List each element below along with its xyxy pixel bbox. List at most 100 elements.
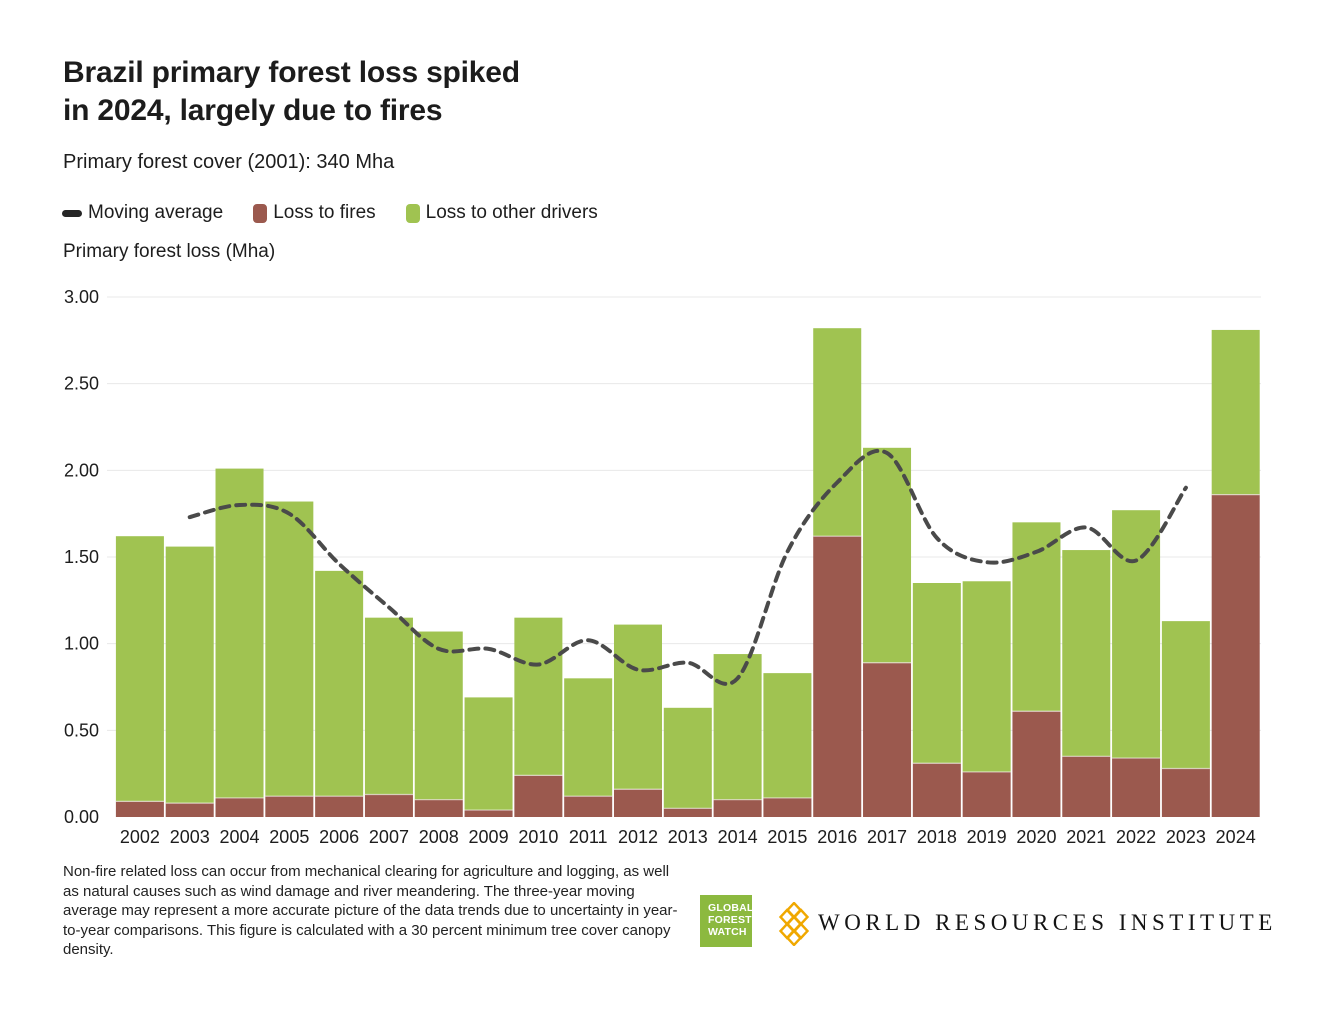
gfw-logo-line-3: WATCH bbox=[708, 926, 747, 938]
x-tick-label-2022: 2022 bbox=[1116, 827, 1156, 847]
bar-fires-2016 bbox=[813, 536, 862, 817]
bar-other-drivers-2007 bbox=[364, 617, 413, 795]
bar-fires-2017 bbox=[863, 662, 912, 817]
bar-other-drivers-2016 bbox=[813, 328, 862, 537]
x-tick-label-2024: 2024 bbox=[1216, 827, 1256, 847]
fires-color-swatch bbox=[253, 203, 268, 223]
bar-fires-2023 bbox=[1161, 768, 1210, 817]
x-tick-label-2011: 2011 bbox=[569, 827, 608, 847]
bar-other-drivers-2024 bbox=[1211, 329, 1260, 495]
bar-other-drivers-2022 bbox=[1112, 510, 1161, 759]
bar-other-drivers-2012 bbox=[613, 624, 662, 790]
bar-other-drivers-2021 bbox=[1062, 550, 1111, 757]
bar-fires-2003 bbox=[165, 803, 214, 817]
bar-fires-2013 bbox=[663, 808, 712, 817]
bar-other-drivers-2004 bbox=[215, 468, 264, 798]
wri-diamond-3 bbox=[778, 908, 796, 926]
wri-diamond-4 bbox=[778, 922, 796, 940]
page-title-line-1: Brazil primary forest loss spiked bbox=[63, 56, 520, 89]
footnote: Non-fire related loss can occur from mec… bbox=[63, 863, 678, 958]
bar-fires-2010 bbox=[514, 775, 563, 817]
bar-fires-2015 bbox=[763, 797, 812, 817]
bar-fires-2024 bbox=[1211, 494, 1260, 817]
x-tick-label-2015: 2015 bbox=[767, 827, 807, 847]
bar-other-drivers-2002 bbox=[115, 536, 164, 802]
legend-label-loss-to-other-drivers: Loss to other drivers bbox=[425, 202, 598, 223]
wri-logo-wordmark: WORLD RESOURCES INSTITUTE bbox=[818, 910, 1277, 935]
bar-other-drivers-2011 bbox=[564, 678, 613, 797]
x-tick-label-2013: 2013 bbox=[668, 827, 708, 847]
bar-other-drivers-2013 bbox=[663, 707, 712, 809]
bar-fires-2011 bbox=[564, 796, 613, 817]
bar-fires-2020 bbox=[1012, 711, 1061, 817]
bar-other-drivers-2015 bbox=[763, 673, 812, 798]
wri-diamond-5 bbox=[792, 908, 810, 926]
page-title: Brazil primary forest loss spiked in 202… bbox=[63, 54, 520, 130]
bar-fires-2019 bbox=[962, 771, 1011, 817]
x-tick-label-2008: 2008 bbox=[419, 827, 459, 847]
x-tick-label-2019: 2019 bbox=[967, 827, 1007, 847]
global-forest-watch-logo: GLOBAL FOREST WATCH bbox=[700, 895, 754, 947]
bar-fires-2021 bbox=[1062, 756, 1111, 817]
x-tick-label-2009: 2009 bbox=[469, 827, 509, 847]
chart-canvas: 0.00 0.50 1.00 1.50 2.00 2.50 3.00 2002 2003 2004… bbox=[64, 287, 1261, 847]
bar-other-drivers-2017 bbox=[863, 447, 912, 663]
gfw-logo-line-2: FOREST bbox=[708, 914, 752, 926]
bar-other-drivers-2003 bbox=[165, 546, 214, 804]
x-tick-label-2012: 2012 bbox=[618, 827, 658, 847]
bar-other-drivers-2010 bbox=[514, 617, 563, 776]
y-tick-label-1.00: 1.00 bbox=[64, 634, 99, 654]
y-tick-label-0.50: 0.50 bbox=[64, 720, 99, 740]
x-tick-label-2017: 2017 bbox=[867, 827, 907, 847]
bar-fires-2007 bbox=[364, 794, 413, 817]
x-tick-label-2016: 2016 bbox=[817, 827, 857, 847]
bar-fires-2012 bbox=[613, 789, 662, 817]
x-tick-label-2020: 2020 bbox=[1016, 827, 1056, 847]
bar-other-drivers-2023 bbox=[1161, 621, 1210, 769]
legend-label-loss-to-fires: Loss to fires bbox=[273, 202, 376, 223]
x-tick-label-2010: 2010 bbox=[518, 827, 558, 847]
x-tick-label-2003: 2003 bbox=[170, 827, 210, 847]
x-tick-label-2002: 2002 bbox=[120, 827, 160, 847]
wri-logo-icon bbox=[778, 901, 810, 951]
y-tick-label-2.00: 2.00 bbox=[64, 460, 99, 480]
legend-item-loss-to-other-drivers: Loss to other drivers bbox=[405, 202, 598, 224]
stacked-bar-chart: 0.00 0.50 1.00 1.50 2.00 2.50 3.00 2002 2003 2004… bbox=[0, 280, 1320, 860]
y-tick-label-3.00: 3.00 bbox=[64, 287, 99, 307]
other-drivers-color-swatch bbox=[405, 203, 420, 223]
x-tick-label-2021: 2021 bbox=[1066, 827, 1106, 847]
x-tick-label-2005: 2005 bbox=[269, 827, 309, 847]
legend-item-moving-average: Moving average bbox=[62, 202, 223, 224]
bar-other-drivers-2005 bbox=[265, 501, 314, 797]
bar-other-drivers-2006 bbox=[315, 570, 364, 797]
legend-item-loss-to-fires: Loss to fires bbox=[253, 202, 376, 224]
y-tick-label-1.50: 1.50 bbox=[64, 547, 99, 567]
wri-diamond-6 bbox=[792, 922, 810, 940]
bar-other-drivers-2018 bbox=[912, 583, 961, 764]
bar-fires-2009 bbox=[464, 810, 513, 817]
bar-fires-2004 bbox=[215, 797, 264, 817]
wri-diamond-1 bbox=[785, 915, 803, 933]
x-tick-label-2006: 2006 bbox=[319, 827, 359, 847]
legend-label-moving-average: Moving average bbox=[88, 202, 224, 223]
page-title-line-2: in 2024, largely due to fires bbox=[63, 94, 443, 127]
wri-diamond-2 bbox=[785, 929, 803, 947]
x-tick-label-2018: 2018 bbox=[917, 827, 957, 847]
gfw-logo-line-1: GLOBAL bbox=[708, 902, 754, 914]
moving-average-dash-icon bbox=[62, 209, 82, 217]
x-tick-label-2004: 2004 bbox=[219, 827, 259, 847]
chart-legend: Moving average Loss to fires Loss to oth… bbox=[62, 202, 598, 224]
bar-other-drivers-2008 bbox=[414, 631, 463, 800]
bar-fires-2006 bbox=[315, 796, 364, 817]
x-tick-label-2007: 2007 bbox=[369, 827, 409, 847]
bar-fires-2005 bbox=[265, 796, 314, 817]
bar-fires-2022 bbox=[1112, 758, 1161, 817]
x-tick-label-2014: 2014 bbox=[718, 827, 758, 847]
moving-average-line bbox=[187, 449, 1188, 686]
x-tick-label-2023: 2023 bbox=[1166, 827, 1206, 847]
chart-subtitle: Primary forest cover (2001): 340 Mha bbox=[63, 151, 395, 173]
bar-fires-2008 bbox=[414, 799, 463, 817]
bar-other-drivers-2019 bbox=[962, 581, 1011, 772]
wri-diamond-0 bbox=[785, 901, 803, 919]
bar-other-drivers-2009 bbox=[464, 697, 513, 811]
